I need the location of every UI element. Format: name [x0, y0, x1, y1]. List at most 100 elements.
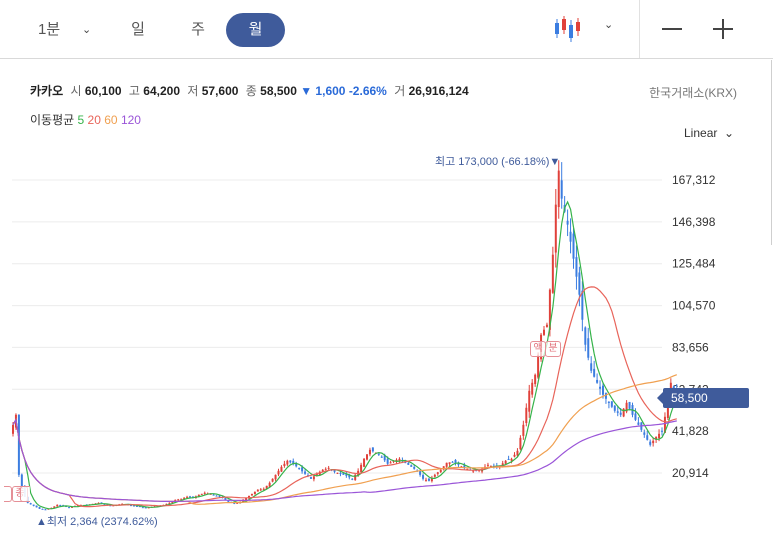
candle-body — [59, 505, 62, 507]
candle-body — [189, 496, 191, 498]
ma5-line — [12, 200, 678, 510]
candle-body — [71, 506, 73, 508]
candle-body — [578, 272, 581, 295]
candle-body — [433, 474, 436, 477]
candle-body — [398, 458, 401, 462]
candle-body — [41, 508, 44, 510]
candle-body — [377, 453, 380, 455]
candle-body — [200, 493, 203, 495]
timeframe-month-tab[interactable]: 월 — [226, 13, 285, 47]
candle-body — [486, 464, 489, 466]
candle-body — [430, 477, 433, 482]
candle-body — [12, 424, 14, 434]
candlestick-type-icon[interactable] — [554, 14, 582, 44]
candle-body — [596, 379, 599, 383]
candle-body — [587, 338, 590, 358]
candle-body — [354, 474, 357, 481]
candle-body — [436, 472, 439, 474]
close-label: 종 — [245, 84, 257, 98]
candle-body — [209, 493, 212, 495]
candle-body — [186, 496, 189, 498]
candle-body — [324, 468, 327, 470]
candle-body — [454, 459, 457, 464]
scale-dropdown[interactable]: Linear ⌄ — [684, 126, 734, 140]
candle-body — [68, 507, 71, 509]
candle-body — [590, 363, 593, 371]
candle-body — [537, 354, 540, 378]
candle-body — [649, 441, 652, 445]
candle-body — [79, 504, 82, 506]
candle-body — [652, 440, 655, 444]
scroll-edge[interactable] — [771, 60, 772, 245]
chevron-down-icon: ⌄ — [82, 24, 92, 36]
candle-body — [274, 474, 277, 480]
candle-body — [265, 485, 268, 490]
candle-body — [336, 472, 339, 474]
candle-body — [262, 488, 265, 490]
candle-body — [29, 503, 32, 505]
event-mark-badge[interactable]: 분 — [545, 341, 561, 357]
candle-body — [380, 456, 383, 458]
candle-body — [135, 505, 138, 507]
candle-body — [103, 503, 106, 505]
y-tick-label: 104,570 — [672, 299, 716, 313]
candle-body — [604, 393, 607, 399]
low-label: 저 — [187, 84, 199, 98]
candle-body — [389, 462, 392, 464]
candle-body — [531, 382, 534, 395]
ma60-line — [12, 374, 678, 505]
candle-body — [584, 327, 587, 345]
candle-body — [245, 497, 248, 500]
candle-body — [277, 470, 280, 475]
candle-body — [548, 289, 551, 330]
candle-body — [545, 324, 548, 327]
y-tick-label: 167,312 — [672, 173, 716, 187]
candle-body — [628, 401, 631, 409]
y-tick-label: 20,914 — [672, 466, 709, 480]
timeframe-1min-dropdown[interactable]: 1분 ⌄ — [38, 13, 108, 47]
candle-body — [427, 478, 430, 481]
candle-body — [637, 422, 640, 425]
candle-body — [419, 470, 422, 475]
candle-body — [76, 505, 79, 507]
candle-body — [197, 494, 200, 497]
candle-body — [227, 500, 230, 502]
candle-body — [413, 467, 416, 469]
candle-body — [643, 432, 646, 435]
timeframe-week-tab[interactable]: 주 — [191, 21, 205, 38]
candle-body — [616, 411, 619, 413]
zoom-in-icon-vertical[interactable] — [722, 19, 724, 39]
candle-body — [138, 506, 141, 508]
candle-body — [97, 502, 100, 504]
event-mark-badge[interactable]: 액 — [530, 341, 546, 357]
chevron-down-icon[interactable]: ⌄ — [604, 19, 614, 31]
candle-body — [250, 493, 253, 496]
ma20-line — [12, 286, 677, 508]
candle-body — [599, 386, 602, 389]
candle-body — [422, 475, 425, 479]
event-mark-badge-partial — [4, 486, 12, 502]
candle-body — [404, 462, 407, 464]
candle-body — [625, 402, 628, 412]
candle-body — [610, 401, 613, 407]
exchange-label: 한국거래소(KRX) — [649, 86, 737, 100]
candle-body — [566, 220, 569, 225]
candle-body — [513, 454, 516, 457]
candle-body — [522, 424, 525, 436]
zoom-out-icon[interactable] — [662, 28, 682, 30]
candle-body — [289, 460, 292, 463]
candle-body — [292, 460, 295, 464]
candle-body — [410, 465, 413, 467]
candle-body — [572, 233, 575, 259]
candle-body — [663, 416, 666, 433]
candle-body — [451, 461, 454, 463]
candle-body — [368, 449, 371, 455]
moving-average-legend[interactable]: 이동평균 5 20 60 120 — [30, 111, 141, 128]
candle-body — [309, 477, 312, 479]
ma120-legend: 120 — [120, 113, 141, 127]
y-tick-label: 125,484 — [672, 257, 716, 271]
volume-label: 거 — [394, 84, 406, 98]
timeframe-day-tab[interactable]: 일 — [131, 21, 145, 38]
candle-body — [554, 204, 557, 253]
